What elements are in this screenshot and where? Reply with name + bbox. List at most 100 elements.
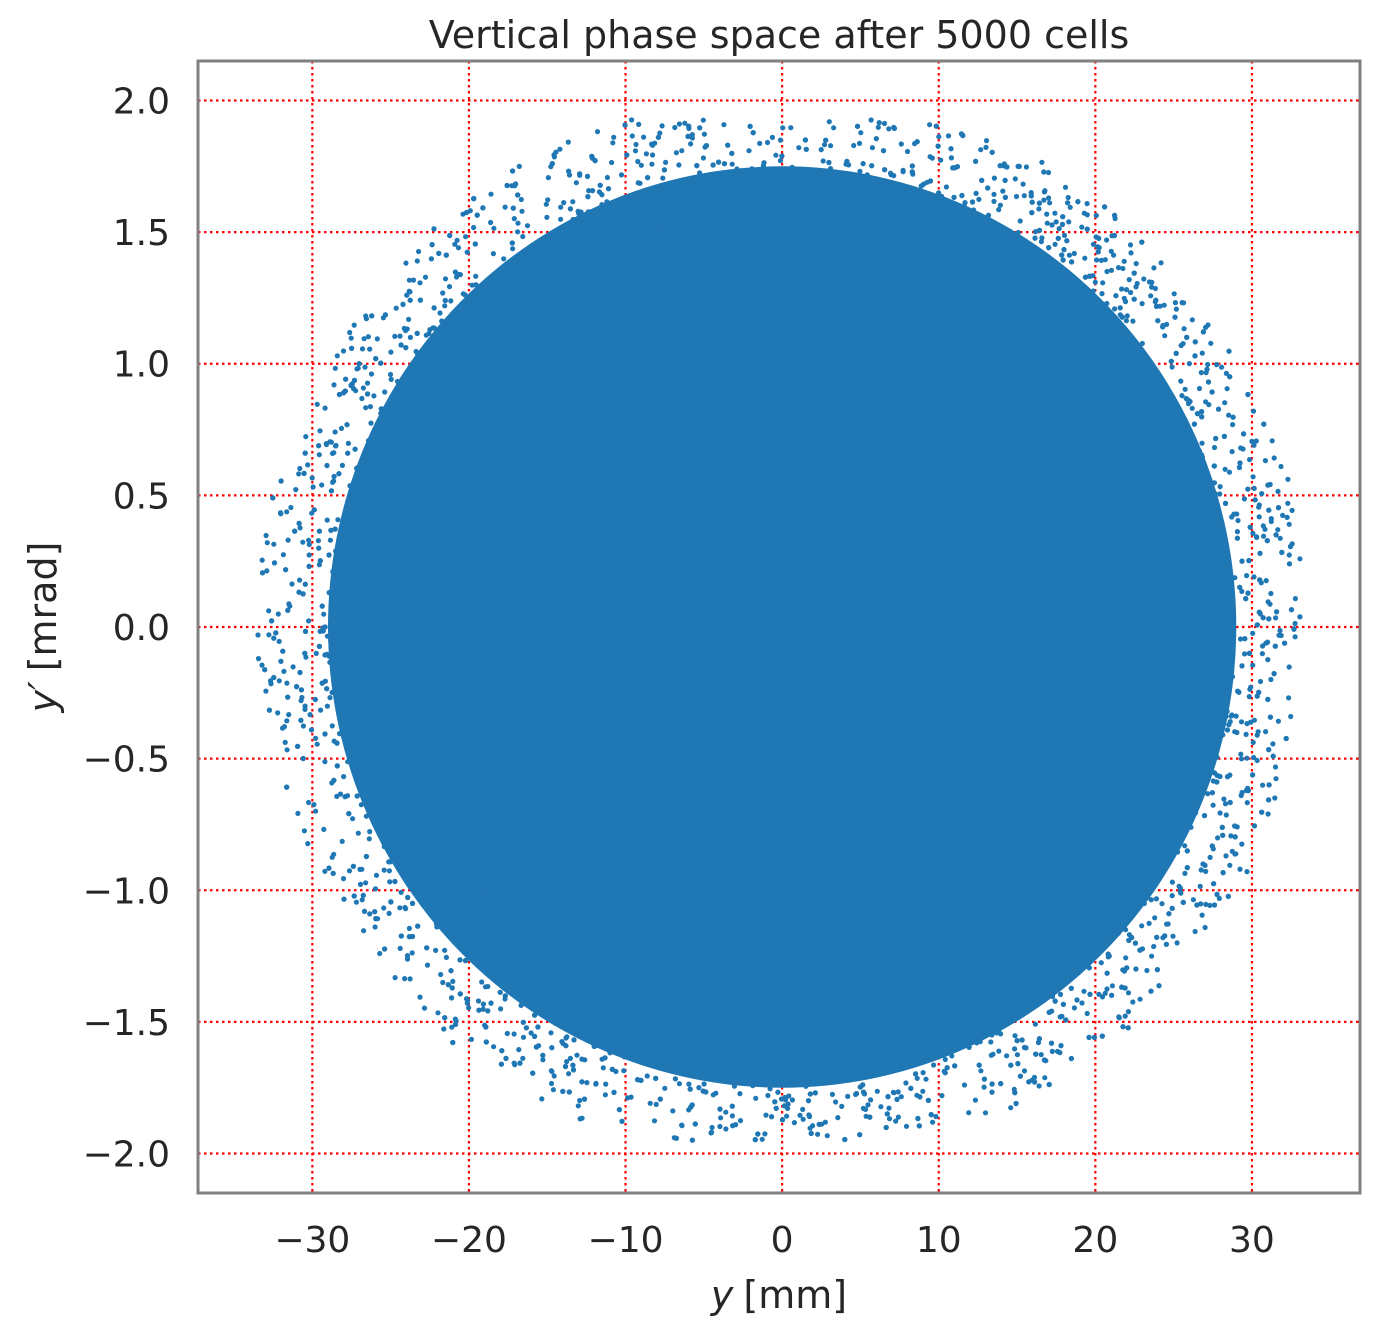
scatter-point — [1117, 805, 1124, 811]
scatter-point — [393, 305, 399, 311]
scatter-point — [1133, 284, 1139, 290]
scatter-point — [417, 994, 423, 1000]
scatter-point — [470, 339, 476, 345]
scatter-point — [354, 519, 360, 525]
scatter-point — [1265, 657, 1271, 663]
scatter-point — [1218, 613, 1224, 620]
scatter-point — [865, 1102, 871, 1108]
scatter-point — [1133, 874, 1139, 880]
scatter-point — [402, 700, 408, 706]
scatter-point — [918, 977, 925, 984]
scatter-point — [1176, 883, 1182, 889]
scatter-point — [413, 405, 419, 411]
scatter-point — [398, 889, 404, 895]
scatter-point — [510, 205, 516, 211]
scatter-point — [370, 758, 376, 765]
scatter-point — [500, 307, 506, 313]
scatter-point — [899, 980, 905, 986]
scatter-point — [1141, 276, 1147, 282]
scatter-point — [769, 213, 775, 219]
scatter-point — [1043, 276, 1049, 282]
scatter-point — [571, 1009, 577, 1016]
scatter-point — [1278, 632, 1284, 639]
scatter-point — [417, 297, 423, 303]
scatter-point — [963, 243, 969, 249]
scatter-point — [1117, 305, 1123, 311]
scatter-point — [1003, 255, 1009, 261]
scatter-point — [943, 988, 949, 994]
scatter-point — [422, 274, 429, 280]
scatter-point — [774, 1073, 781, 1079]
scatter-point — [953, 995, 959, 1002]
scatter-point — [437, 393, 443, 399]
scatter-point — [319, 482, 325, 488]
scatter-point — [598, 998, 604, 1004]
scatter-point — [1165, 858, 1171, 865]
scatter-point — [893, 1118, 899, 1124]
scatter-point — [566, 1089, 572, 1095]
scatter-point — [288, 504, 294, 511]
scatter-point — [495, 905, 502, 911]
scatter-point — [685, 1021, 691, 1027]
scatter-point — [1098, 379, 1104, 385]
scatter-point — [1165, 732, 1171, 738]
scatter-point — [1170, 635, 1176, 641]
scatter-point — [367, 718, 373, 724]
scatter-point — [502, 881, 508, 887]
scatter-point — [365, 735, 372, 742]
scatter-point — [328, 644, 335, 650]
scatter-point — [557, 970, 563, 977]
scatter-point — [658, 1015, 664, 1022]
scatter-point — [387, 476, 394, 482]
scatter-point — [1174, 940, 1180, 946]
scatter-point — [825, 1044, 831, 1050]
scatter-point — [1063, 886, 1069, 892]
scatter-point — [648, 259, 654, 266]
scatter-point — [1161, 302, 1167, 308]
scatter-point — [374, 545, 380, 552]
scatter-point — [433, 947, 439, 954]
scatter-point — [934, 984, 940, 990]
scatter-point — [1104, 268, 1110, 275]
scatter-point — [1069, 934, 1075, 940]
scatter-point — [659, 990, 665, 996]
scatter-point — [586, 188, 592, 194]
scatter-point — [1132, 431, 1138, 438]
scatter-point — [355, 715, 361, 721]
scatter-point — [561, 200, 567, 206]
scatter-point — [1042, 188, 1048, 194]
scatter-point — [975, 249, 981, 255]
scatter-point — [1190, 648, 1196, 654]
scatter-point — [520, 1055, 526, 1061]
scatter-point — [961, 204, 968, 210]
scatter-point — [362, 717, 368, 723]
scatter-point — [1160, 780, 1166, 786]
scatter-point — [1165, 542, 1171, 548]
scatter-point — [479, 904, 485, 910]
scatter-point — [513, 302, 519, 308]
scatter-point — [1060, 322, 1066, 328]
scatter-point — [509, 240, 515, 246]
scatter-point — [1200, 546, 1206, 552]
scatter-point — [1149, 953, 1155, 959]
scatter-point — [483, 340, 489, 346]
scatter-point — [1169, 550, 1176, 556]
scatter-point — [1259, 491, 1265, 497]
scatter-point — [909, 1001, 916, 1007]
scatter-point — [1179, 300, 1185, 306]
scatter-point — [908, 1017, 914, 1023]
scatter-point — [391, 744, 397, 750]
scatter-point — [837, 1009, 843, 1015]
scatter-point — [375, 449, 381, 455]
scatter-point — [1079, 1000, 1085, 1006]
scatter-point — [335, 517, 341, 523]
scatter-point — [345, 635, 351, 641]
scatter-point — [393, 729, 399, 735]
scatter-point — [988, 300, 994, 306]
scatter-point — [564, 1034, 570, 1040]
scatter-point — [1002, 952, 1009, 959]
scatter-point — [1054, 312, 1060, 318]
scatter-point — [1133, 261, 1139, 267]
scatter-point — [735, 184, 742, 190]
scatter-point — [621, 1068, 627, 1074]
